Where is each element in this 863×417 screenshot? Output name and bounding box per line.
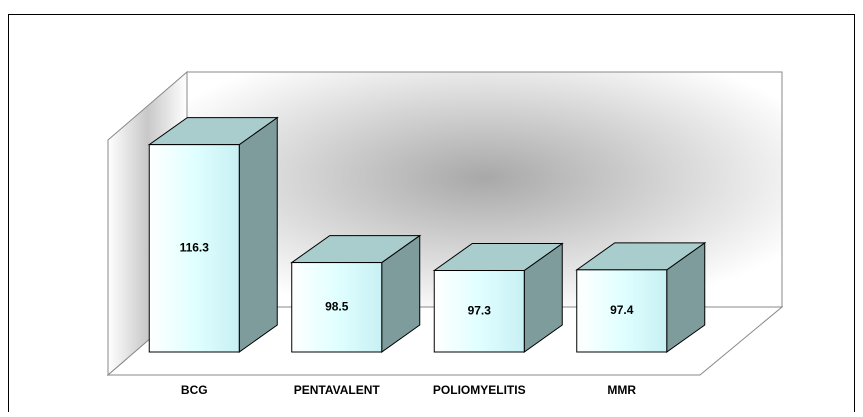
bar [576,269,668,353]
x-tick-label: MMR [607,383,636,397]
bars: 116.3 98.5 97.3 97.4 [147,116,707,353]
value-label: 98.5 [325,299,349,313]
value-label: 97.3 [468,303,492,317]
value-label: 116.3 [180,240,210,254]
bar [148,144,240,353]
x-tick-label: POLIOMYELITIS [433,383,526,397]
value-label: 97.4 [610,303,634,317]
bar [433,270,525,353]
bar-side [238,116,278,353]
bar [291,262,383,353]
x-tick-label: BCG [181,383,208,397]
x-tick-label: PENTAVALENT [294,383,381,397]
